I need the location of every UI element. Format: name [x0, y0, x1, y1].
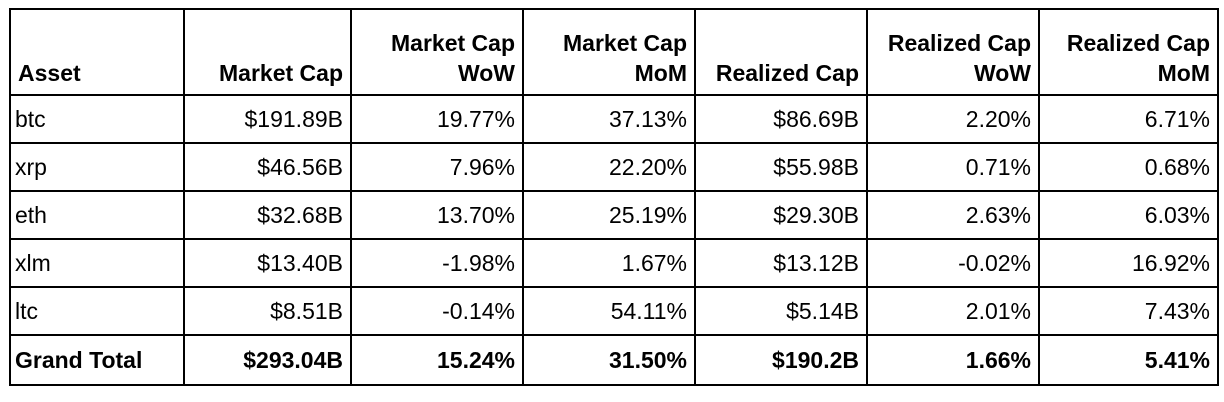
table-row: btc $191.89B 19.77% 37.13% $86.69B 2.20%…	[9, 94, 1219, 144]
header-market-cap: Market Cap	[183, 8, 352, 96]
cell-realized-cap-mom: 6.71%	[1038, 94, 1219, 144]
cell-market-cap-mom: 54.11%	[522, 286, 696, 336]
cell-market-cap: $191.89B	[183, 94, 352, 144]
total-realized-cap-wow: 1.66%	[866, 334, 1040, 386]
total-market-cap-mom: 31.50%	[522, 334, 696, 386]
cell-realized-cap-mom: 7.43%	[1038, 286, 1219, 336]
cell-market-cap: $32.68B	[183, 190, 352, 240]
header-asset: Asset	[9, 8, 185, 96]
cell-realized-cap-wow: 2.01%	[866, 286, 1040, 336]
table-row: eth $32.68B 13.70% 25.19% $29.30B 2.63% …	[9, 190, 1219, 240]
cell-market-cap-wow: 7.96%	[350, 142, 524, 192]
grand-total-row: Grand Total $293.04B 15.24% 31.50% $190.…	[9, 334, 1219, 386]
cell-realized-cap-wow: -0.02%	[866, 238, 1040, 288]
cell-market-cap-wow: -0.14%	[350, 286, 524, 336]
total-realized-cap-mom: 5.41%	[1038, 334, 1219, 386]
total-realized-cap: $190.2B	[694, 334, 868, 386]
header-market-cap-mom: Market Cap MoM	[522, 8, 696, 96]
cell-market-cap-mom: 25.19%	[522, 190, 696, 240]
cell-asset: xrp	[9, 142, 185, 192]
cell-market-cap-wow: 13.70%	[350, 190, 524, 240]
cell-asset: ltc	[9, 286, 185, 336]
total-label: Grand Total	[9, 334, 185, 386]
header-row: Asset Market Cap Market Cap WoW Market C…	[9, 8, 1219, 96]
total-market-cap-wow: 15.24%	[350, 334, 524, 386]
cell-market-cap-wow: 19.77%	[350, 94, 524, 144]
total-market-cap: $293.04B	[183, 334, 352, 386]
table-row: ltc $8.51B -0.14% 54.11% $5.14B 2.01% 7.…	[9, 286, 1219, 336]
table-row: xlm $13.40B -1.98% 1.67% $13.12B -0.02% …	[9, 238, 1219, 288]
cell-market-cap-mom: 1.67%	[522, 238, 696, 288]
cell-realized-cap-mom: 16.92%	[1038, 238, 1219, 288]
asset-cap-table: Asset Market Cap Market Cap WoW Market C…	[9, 8, 1219, 386]
cell-realized-cap: $86.69B	[694, 94, 868, 144]
cell-market-cap: $46.56B	[183, 142, 352, 192]
table-row: xrp $46.56B 7.96% 22.20% $55.98B 0.71% 0…	[9, 142, 1219, 192]
cell-realized-cap-mom: 6.03%	[1038, 190, 1219, 240]
cell-market-cap: $8.51B	[183, 286, 352, 336]
cell-realized-cap-wow: 0.71%	[866, 142, 1040, 192]
cell-realized-cap: $13.12B	[694, 238, 868, 288]
header-realized-cap: Realized Cap	[694, 8, 868, 96]
header-realized-cap-wow: Realized Cap WoW	[866, 8, 1040, 96]
cell-market-cap: $13.40B	[183, 238, 352, 288]
cell-market-cap-wow: -1.98%	[350, 238, 524, 288]
cell-market-cap-mom: 37.13%	[522, 94, 696, 144]
cell-realized-cap: $55.98B	[694, 142, 868, 192]
cell-asset: btc	[9, 94, 185, 144]
cell-asset: eth	[9, 190, 185, 240]
cell-realized-cap-mom: 0.68%	[1038, 142, 1219, 192]
cell-realized-cap-wow: 2.63%	[866, 190, 1040, 240]
cell-market-cap-mom: 22.20%	[522, 142, 696, 192]
cell-realized-cap-wow: 2.20%	[866, 94, 1040, 144]
header-realized-cap-mom: Realized Cap MoM	[1038, 8, 1219, 96]
cell-realized-cap: $5.14B	[694, 286, 868, 336]
cell-asset: xlm	[9, 238, 185, 288]
header-market-cap-wow: Market Cap WoW	[350, 8, 524, 96]
cell-realized-cap: $29.30B	[694, 190, 868, 240]
